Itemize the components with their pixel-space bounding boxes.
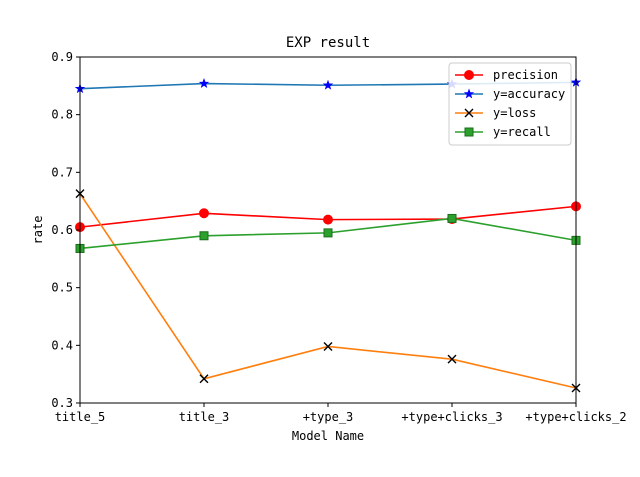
data-point [199,374,209,384]
legend-item: y=loss [455,106,536,120]
x-tick-label: title_5 [55,410,106,424]
legend: precision y=accuracy y=loss y=recall [448,62,572,146]
chart-title: EXP result [286,35,370,51]
y-tick-label: 0.7 [51,165,73,179]
legend-box [448,62,572,146]
y-tick-label: 0.4 [51,338,73,352]
data-point [323,341,333,351]
data-point [447,354,457,364]
y-tick-label: 0.8 [51,108,73,122]
legend-item: y=accuracy [455,87,565,101]
data-point [323,228,333,238]
x-tick-label: title_3 [179,410,230,424]
legend-item: precision [455,68,558,82]
series-layer [74,76,582,393]
legend-marker [464,70,474,80]
legend-marker [464,127,474,137]
legend-label: y=recall [493,125,551,139]
legend-label: y=accuracy [493,87,565,101]
legend-marker [463,88,475,99]
data-point [447,213,457,223]
y-tick-label: 0.6 [51,223,73,237]
x-tick-label: +type+clicks_2 [525,410,626,424]
y-tick-label: 0.9 [51,50,73,64]
y-axis-label: rate [31,216,45,245]
legend-label: precision [493,68,558,82]
legend-marker [464,108,474,118]
y-axis: 0.3 0.4 0.5 0.6 0.7 0.8 0.9 [51,50,80,410]
data-point [198,78,210,88]
data-point [199,231,209,241]
data-point [199,208,209,219]
legend-label: y=loss [493,106,536,120]
x-tick-label: +type+clicks_3 [401,410,502,424]
legend-item: y=recall [455,125,551,139]
x-tick-label: +type_3 [303,410,354,424]
data-point [323,214,333,225]
y-tick-label: 0.3 [51,396,73,410]
x-axis-label: Model Name [292,429,364,443]
x-axis: title_5 title_3 +type_3 +type+clicks_3 +type… [55,403,627,424]
y-tick-label: 0.5 [51,281,73,295]
data-point [322,79,334,90]
